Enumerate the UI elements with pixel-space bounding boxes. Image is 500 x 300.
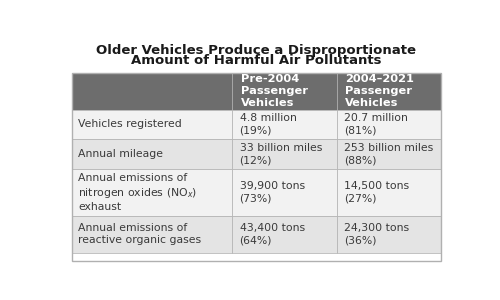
Text: 14,500 tons
(27%): 14,500 tons (27%) [344, 181, 409, 203]
Text: 2004–2021
Passenger
Vehicles: 2004–2021 Passenger Vehicles [345, 74, 414, 108]
Bar [336, 110, 440, 139]
Bar [72, 139, 233, 169]
Text: 253 billion miles
(88%): 253 billion miles (88%) [344, 143, 433, 165]
Bar [232, 216, 336, 253]
Text: 4.8 million
(19%): 4.8 million (19%) [240, 113, 296, 136]
Bar [72, 216, 233, 253]
Text: Amount of Harmful Air Pollutants: Amount of Harmful Air Pollutants [131, 55, 382, 68]
Bar [336, 169, 440, 216]
Text: Pre-2004
Passenger
Vehicles: Pre-2004 Passenger Vehicles [240, 74, 308, 108]
Text: Annual emissions of
nitrogen oxides (NO$_x$)
exhaust: Annual emissions of nitrogen oxides (NO$… [78, 172, 198, 212]
Text: 24,300 tons
(36%): 24,300 tons (36%) [344, 223, 409, 245]
Bar [72, 73, 233, 110]
Text: 33 billion miles
(12%): 33 billion miles (12%) [240, 143, 322, 165]
Bar [72, 169, 233, 216]
Text: 43,400 tons
(64%): 43,400 tons (64%) [240, 223, 304, 245]
Text: Vehicles registered: Vehicles registered [78, 119, 182, 129]
Text: Annual mileage: Annual mileage [78, 149, 163, 159]
Text: 20.7 million
(81%): 20.7 million (81%) [344, 113, 408, 136]
Bar [336, 73, 440, 110]
Bar [232, 169, 336, 216]
Bar [336, 139, 440, 169]
Bar [232, 73, 336, 110]
Text: 39,900 tons
(73%): 39,900 tons (73%) [240, 181, 304, 203]
Bar [336, 216, 440, 253]
Bar [232, 110, 336, 139]
Bar [72, 73, 440, 261]
Bar [72, 110, 233, 139]
Text: Annual emissions of
reactive organic gases: Annual emissions of reactive organic gas… [78, 223, 202, 245]
Bar [232, 139, 336, 169]
Text: Older Vehicles Produce a Disproportionate: Older Vehicles Produce a Disproportionat… [96, 44, 416, 57]
